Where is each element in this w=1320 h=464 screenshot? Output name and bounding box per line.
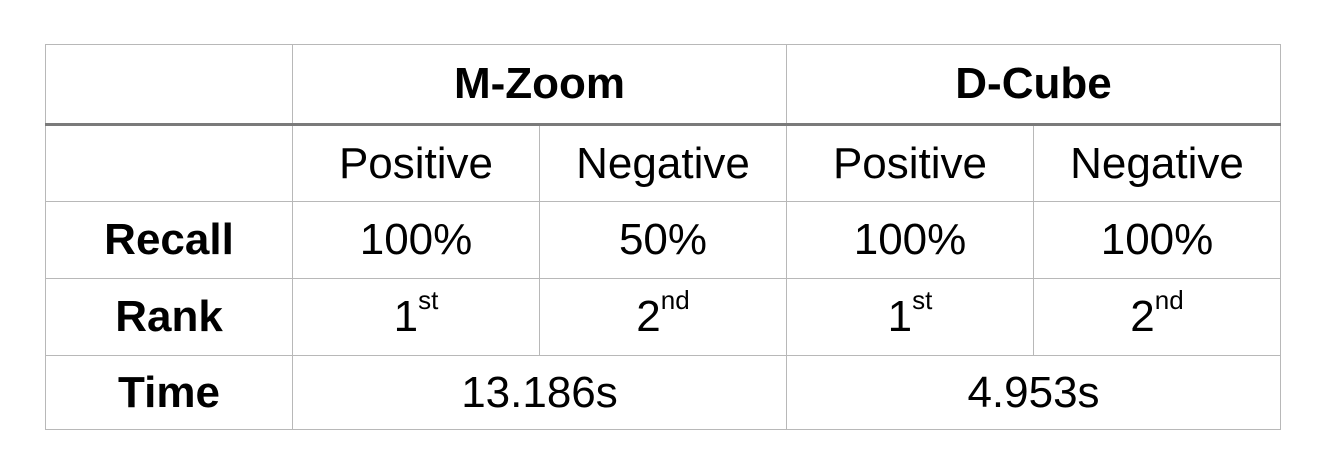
recall-row: Recall 100% 50% 100% 100% <box>45 201 1281 279</box>
row-label-rank: Rank <box>45 278 293 356</box>
rank-mzoom-negative: 2nd <box>539 278 787 356</box>
rank-number: 1 <box>887 292 913 341</box>
rank-suffix: nd <box>660 285 690 315</box>
rank-number: 2 <box>1130 292 1155 341</box>
rank-number: 2 <box>636 292 661 341</box>
rank-suffix: nd <box>1154 285 1184 315</box>
recall-mzoom-positive: 100% <box>292 201 540 279</box>
subheader-row: Positive Negative Positive Negative <box>45 124 1281 202</box>
subheader-dcube-negative: Negative <box>1033 124 1281 202</box>
time-dcube: 4.953s <box>786 355 1281 430</box>
recall-dcube-positive: 100% <box>786 201 1034 279</box>
time-mzoom: 13.186s <box>292 355 787 430</box>
results-table: M-Zoom D-Cube Positive Negative Positive… <box>45 44 1281 430</box>
method-header-mzoom: M-Zoom <box>292 44 787 126</box>
row-label-recall: Recall <box>45 201 293 279</box>
empty-corner-cell <box>45 44 293 126</box>
rank-dcube-negative: 2nd <box>1033 278 1281 356</box>
recall-dcube-negative: 100% <box>1033 201 1281 279</box>
subheader-dcube-positive: Positive <box>786 124 1034 202</box>
rank-number: 1 <box>393 292 419 341</box>
time-row: Time 13.186s 4.953s <box>45 355 1281 430</box>
rank-suffix: st <box>912 285 933 315</box>
row-label-time: Time <box>45 355 293 430</box>
subheader-mzoom-negative: Negative <box>539 124 787 202</box>
rank-mzoom-positive: 1st <box>292 278 540 356</box>
method-header-row: M-Zoom D-Cube <box>45 44 1281 126</box>
subheader-mzoom-positive: Positive <box>292 124 540 202</box>
recall-mzoom-negative: 50% <box>539 201 787 279</box>
rank-suffix: st <box>418 285 439 315</box>
rank-row: Rank 1st 2nd 1st 2nd <box>45 278 1281 356</box>
empty-subheader-cell <box>45 124 293 202</box>
method-header-dcube: D-Cube <box>786 44 1281 126</box>
rank-dcube-positive: 1st <box>786 278 1034 356</box>
